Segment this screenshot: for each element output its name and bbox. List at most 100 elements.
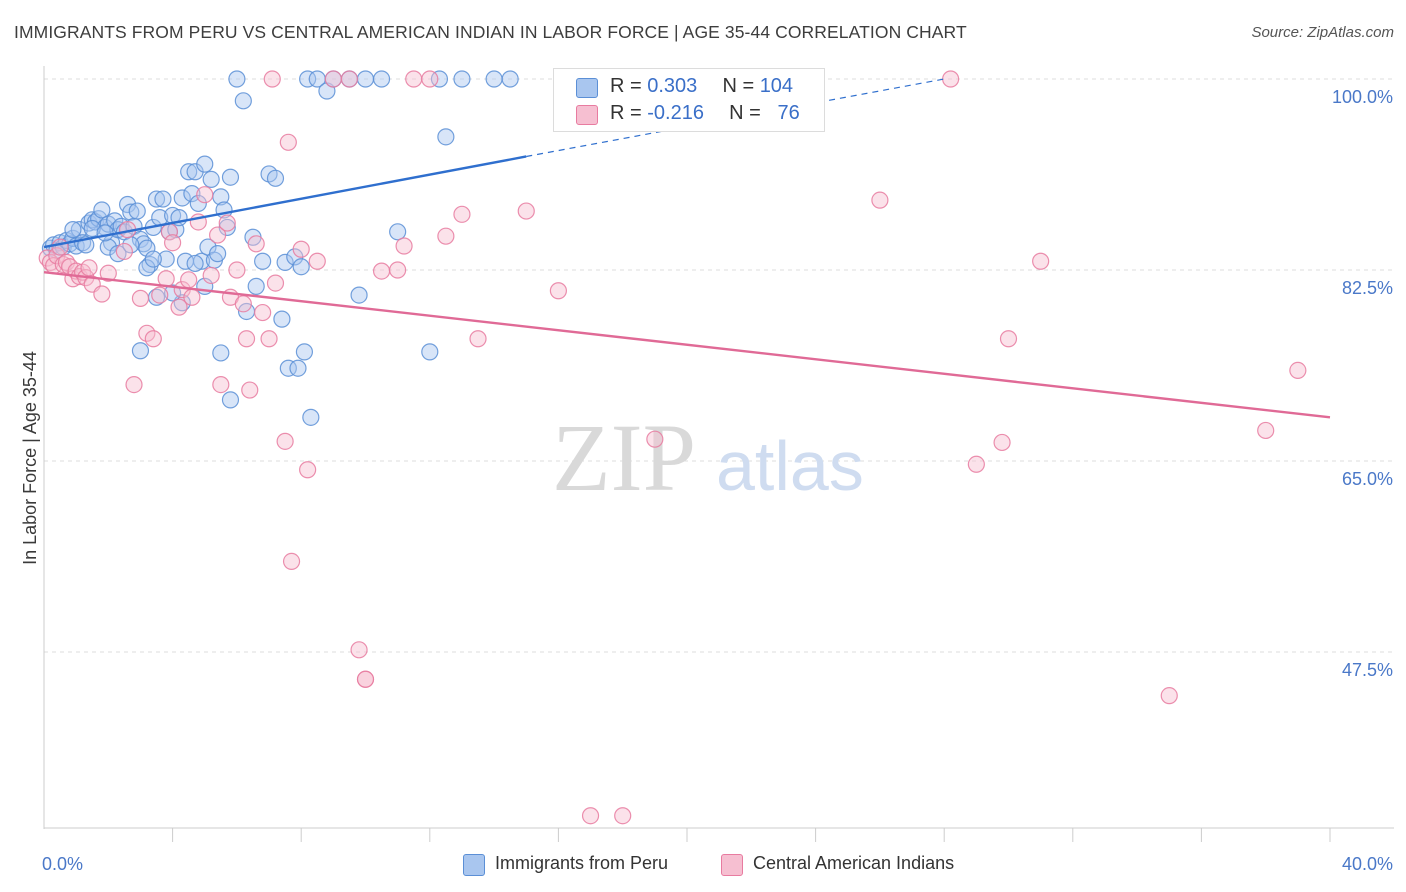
data-point-central-american-indian [517, 202, 535, 220]
data-point-peru [209, 245, 227, 263]
y-tick-label: 100.0% [1332, 87, 1393, 107]
data-point-central-american-indian [93, 285, 111, 303]
data-point-peru [80, 214, 98, 232]
data-point-central-american-indian [247, 235, 265, 253]
data-point-central-american-indian [266, 274, 285, 292]
data-point-peru [157, 250, 175, 268]
data-point-central-american-indian [144, 330, 162, 348]
data-point-central-american-indian [389, 261, 407, 279]
data-point-central-american-indian [254, 303, 272, 322]
data-point-central-american-indian [183, 288, 201, 306]
data-point-peru [141, 255, 159, 274]
source-label: Source: ZipAtlas.com [1251, 24, 1394, 41]
data-point-central-american-indian [51, 238, 69, 256]
tick-labels: 100.0% 82.5% 65.0% 47.5% 0.0% 40.0% [42, 87, 1393, 874]
data-point-peru [147, 190, 166, 208]
data-point-peru [247, 277, 265, 295]
data-point-peru [221, 391, 240, 409]
data-point-central-american-indian [279, 133, 297, 151]
data-point-central-american-indian [164, 234, 182, 252]
legend-label-central-american-indians: Central American Indians [753, 853, 955, 873]
data-point-peru [254, 252, 272, 270]
data-point-central-american-indian [170, 298, 188, 316]
axes [43, 66, 1394, 842]
data-point-central-american-indian [469, 330, 487, 348]
y-tick-label: 65.0% [1342, 469, 1393, 489]
x-tick-label: 40.0% [1342, 854, 1393, 874]
data-point-peru [109, 245, 127, 263]
data-point-central-american-indian [421, 70, 439, 88]
data-point-central-american-indian [437, 227, 455, 245]
data-point-central-american-indian [356, 670, 375, 688]
data-point-peru [180, 163, 198, 181]
data-point-central-american-indian [196, 186, 214, 204]
data-point-peru [389, 223, 407, 241]
watermark-zip: ZIP [552, 404, 696, 511]
data-point-peru [228, 70, 246, 88]
data-point-central-american-indian [871, 191, 889, 209]
data-point-peru [144, 250, 162, 268]
grid-lines [44, 78, 1394, 653]
data-point-central-american-indian [1160, 687, 1178, 705]
data-point-peru [289, 359, 307, 377]
y-tick-label: 82.5% [1342, 278, 1393, 298]
data-point-peru [421, 343, 439, 361]
data-point-peru [273, 310, 291, 328]
legend-n-value: 76 [777, 102, 800, 124]
data-point-central-american-indian [324, 70, 342, 88]
data-point-central-american-indian [80, 259, 98, 277]
data-point-central-american-indian [48, 247, 66, 265]
data-point-central-american-indian [99, 264, 117, 282]
data-point-central-american-indian [282, 552, 301, 571]
data-point-peru [276, 253, 294, 271]
data-point-central-american-indian [299, 461, 317, 479]
data-point-central-american-indian [263, 70, 281, 88]
data-point-peru [154, 190, 172, 208]
data-point-central-american-indian [212, 376, 230, 394]
data-point-peru [292, 258, 310, 276]
data-point-peru [186, 254, 204, 273]
data-point-peru [299, 70, 317, 88]
data-point-peru [70, 221, 88, 239]
data-point-peru [372, 70, 391, 88]
legend-swatch-pink [576, 105, 598, 125]
data-point-peru [279, 359, 297, 377]
legend-swatch-blue [463, 854, 485, 876]
data-point-central-american-indian [237, 330, 256, 348]
data-point-central-american-indian [942, 70, 960, 88]
data-point-central-american-indian [125, 376, 143, 394]
trend-line-peru [43, 155, 527, 249]
legend-swatch-pink [721, 854, 743, 876]
data-point-peru [173, 189, 191, 207]
data-point-central-american-indian [234, 295, 252, 313]
data-point-peru [221, 168, 240, 186]
data-point-central-american-indian [350, 641, 368, 659]
data-point-central-american-indian [151, 286, 169, 304]
data-point-peru [202, 170, 220, 189]
data-point-peru [128, 202, 146, 220]
x-tick-label: 0.0% [42, 854, 83, 874]
data-point-peru [196, 155, 214, 173]
data-point-central-american-indian [372, 262, 391, 280]
data-point-central-american-indian [549, 282, 568, 300]
data-point-peru [96, 224, 114, 242]
data-point-central-american-indian [614, 807, 632, 825]
data-point-central-american-indian [453, 205, 471, 223]
data-point-central-american-indian [967, 455, 985, 473]
data-point-central-american-indian [115, 242, 133, 261]
data-point-central-american-indian [228, 261, 246, 279]
data-point-central-american-indian [405, 70, 423, 88]
data-point-peru [234, 92, 252, 110]
data-point-peru [295, 343, 314, 361]
legend-r-value: 0.303 [647, 75, 698, 97]
data-point-central-american-indian [581, 807, 600, 825]
series-legend: Immigrants from Peru Central American In… [0, 852, 1406, 878]
legend-n-value: 104 [759, 75, 794, 97]
data-point-central-american-indian [180, 271, 198, 289]
data-point-peru [356, 70, 375, 88]
chart-title: IMMIGRANTS FROM PERU VS CENTRAL AMERICAN… [14, 22, 967, 42]
data-point-central-american-indian [202, 266, 220, 285]
data-point-central-american-indian [1257, 421, 1275, 440]
data-point-peru [485, 70, 503, 88]
